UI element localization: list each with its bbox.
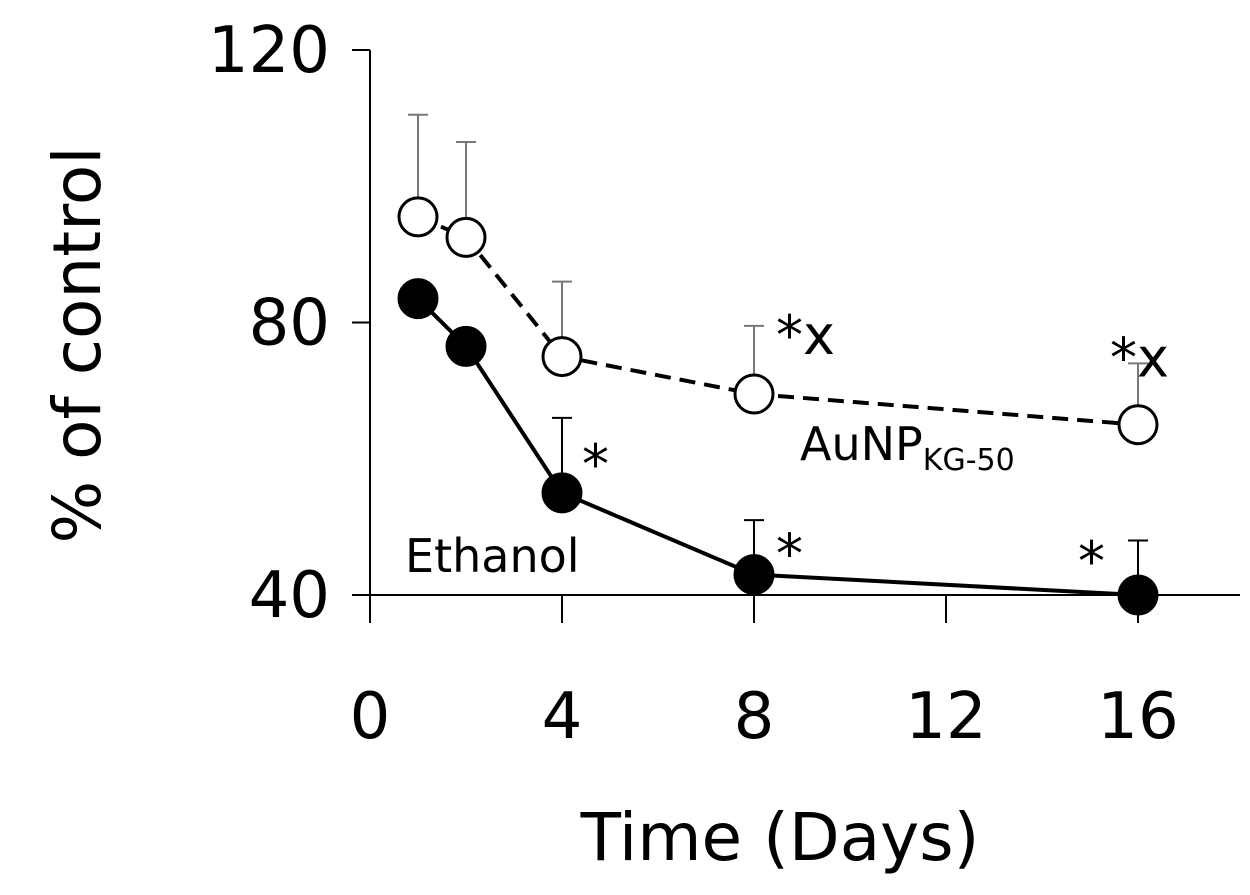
annotations: * * * *x *x xyxy=(582,304,1169,593)
annotation-aunp-3: *x xyxy=(776,304,835,367)
point-ethanol-4 xyxy=(1117,574,1159,616)
point-ethanol-1 xyxy=(445,325,487,367)
point-ethanol-0 xyxy=(397,278,439,320)
annotation-ethanol-3: * xyxy=(776,523,803,586)
series-label-ethanol: Ethanol xyxy=(405,529,580,583)
y-tick-label-120: 120 xyxy=(208,14,330,88)
point-aunp-4 xyxy=(1117,404,1159,446)
ticks: 40 80 120 0 4 8 12 16 xyxy=(208,14,1179,754)
series-label-aunp-subscript: KG-50 xyxy=(923,443,1015,478)
y-tick-label-40: 40 xyxy=(249,559,330,633)
x-tick-label-8: 8 xyxy=(734,680,775,754)
x-tick-label-12: 12 xyxy=(905,680,986,754)
point-aunp-1 xyxy=(445,216,487,258)
y-axis-title: % of control xyxy=(39,146,116,543)
x-tick-label-16: 16 xyxy=(1097,680,1178,754)
series-markers xyxy=(397,196,1159,616)
annotation-aunp-4: *x xyxy=(1110,327,1169,390)
series-label-aunp-main: AuNP xyxy=(800,417,923,471)
x-axis-title: Time (Days) xyxy=(580,799,980,876)
series-label-aunp: AuNPKG-50 xyxy=(800,417,1015,478)
point-aunp-3 xyxy=(733,373,775,415)
point-aunp-0 xyxy=(397,196,439,238)
x-tick-label-4: 4 xyxy=(542,680,583,754)
y-tick-label-80: 80 xyxy=(249,287,330,361)
x-tick-label-0: 0 xyxy=(350,680,391,754)
point-ethanol-3 xyxy=(733,554,775,596)
annotation-ethanol-4: * xyxy=(1078,530,1105,593)
point-ethanol-2 xyxy=(541,472,583,514)
point-aunp-2 xyxy=(541,336,583,378)
annotation-ethanol-2: * xyxy=(582,433,609,496)
